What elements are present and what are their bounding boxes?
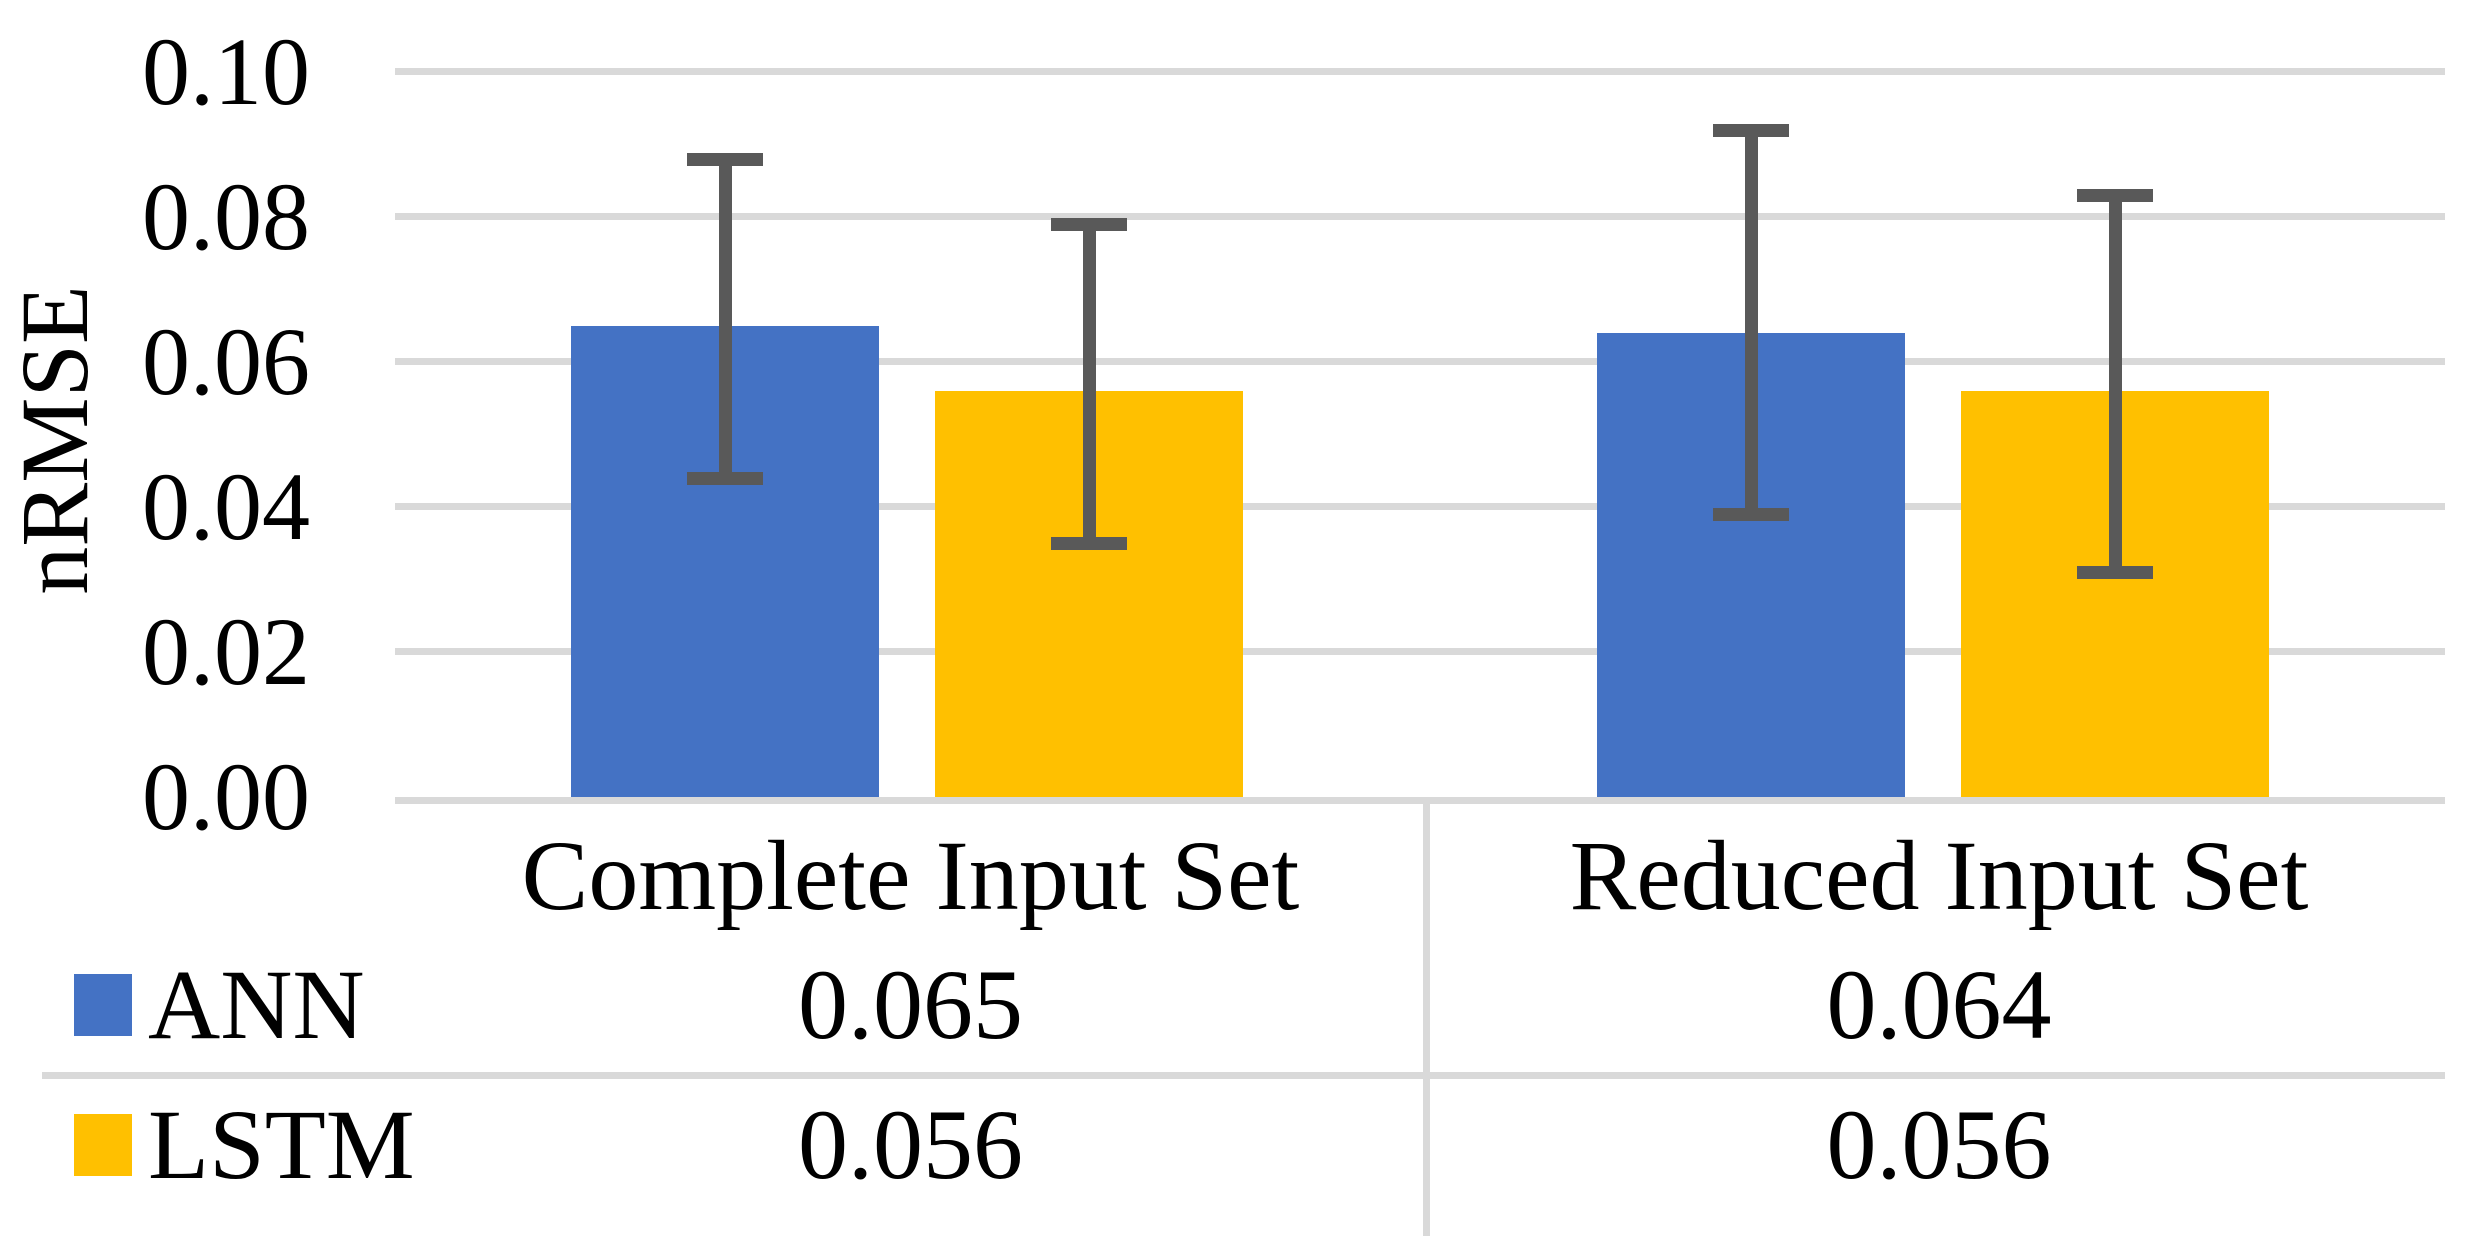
gridline-0.08: [395, 213, 2445, 220]
error-bar-lstm-complete-cap-top: [1051, 217, 1127, 231]
error-bar-lstm-reduced-cap-bottom: [2077, 565, 2153, 579]
table-column-divider: [1423, 800, 1430, 1236]
error-bar-ann-reduced-cap-top: [1713, 123, 1789, 137]
category-label-complete-input-set: Complete Input Set: [521, 820, 1300, 931]
gridline-0.02: [395, 648, 2445, 655]
table-row-divider: [42, 1072, 2445, 1079]
value-cell-ann-reduced: 0.064: [1826, 949, 2052, 1060]
error-bar-lstm-reduced-line: [2108, 195, 2122, 573]
y-tick-label-0.02: 0.02: [142, 598, 310, 705]
series-label-ann: ANN: [148, 949, 365, 1060]
category-label-reduced-input-set: Reduced Input Set: [1569, 820, 2309, 931]
series-label-lstm: LSTM: [148, 1089, 415, 1200]
error-bar-ann-reduced-cap-bottom: [1713, 507, 1789, 521]
gridline-0.04: [395, 503, 2445, 510]
value-cell-lstm-complete: 0.056: [798, 1089, 1023, 1200]
legend-swatch-ann: [74, 974, 132, 1036]
error-bar-ann-complete-cap-bottom: [687, 471, 763, 485]
legend-swatch-lstm: [74, 1114, 132, 1176]
error-bar-ann-complete-line: [718, 159, 732, 478]
gridline-0.10: [395, 68, 2445, 75]
error-bar-lstm-reduced-cap-top: [2077, 188, 2153, 202]
gridline-0.00: [395, 797, 2445, 804]
y-tick-label-0.04: 0.04: [142, 453, 310, 560]
value-cell-ann-complete: 0.065: [798, 949, 1023, 1060]
error-bar-ann-complete-cap-top: [687, 152, 763, 166]
error-bar-ann-reduced-line: [1744, 130, 1758, 515]
error-bar-lstm-complete-line: [1082, 224, 1096, 544]
y-tick-label-0.10: 0.10: [142, 18, 310, 125]
y-tick-label-0.08: 0.08: [142, 163, 310, 270]
y-tick-label-0.06: 0.06: [142, 308, 310, 415]
value-cell-lstm-reduced: 0.056: [1826, 1089, 2052, 1200]
y-tick-label-0.00: 0.00: [142, 743, 310, 850]
error-bar-lstm-complete-cap-bottom: [1051, 536, 1127, 550]
gridline-0.06: [395, 358, 2445, 365]
